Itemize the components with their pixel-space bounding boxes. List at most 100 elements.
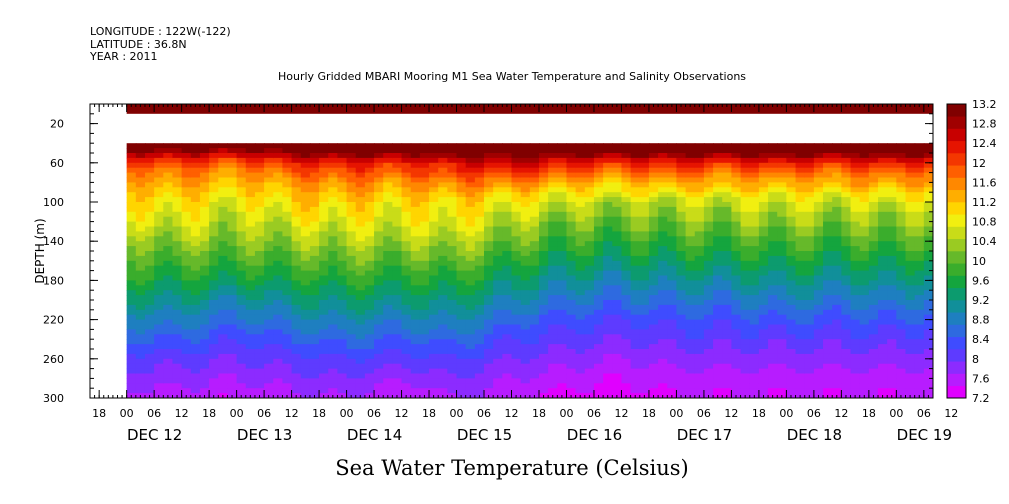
heatmap-cell [135, 324, 146, 330]
heatmap-cell [401, 177, 412, 183]
heatmap-cell [447, 324, 458, 330]
heatmap-cell [575, 221, 586, 228]
heatmap-cell [209, 280, 219, 286]
heatmap-cell [768, 211, 778, 218]
heatmap-cell [401, 162, 412, 169]
heatmap-cell [144, 197, 155, 203]
heatmap-cell [172, 153, 183, 159]
heatmap-cell [795, 304, 806, 311]
heatmap-cell [328, 388, 338, 394]
heatmap-cell [374, 246, 384, 252]
heatmap-cell [841, 202, 852, 208]
heatmap-cell [557, 236, 568, 242]
heatmap-cell [593, 339, 604, 345]
heatmap-cell [502, 314, 513, 321]
heatmap-cell [190, 378, 201, 384]
heatmap-cell [676, 295, 687, 301]
heatmap-cell [429, 177, 439, 183]
heatmap-cell [264, 241, 274, 247]
heatmap-cell [575, 241, 586, 247]
heatmap-cell [786, 373, 797, 379]
heatmap-cell [584, 157, 595, 164]
heatmap-cell [502, 241, 513, 247]
heatmap-cell [209, 192, 219, 198]
heatmap-cell [648, 192, 659, 198]
heatmap-cell [658, 344, 668, 350]
heatmap-cell [804, 211, 815, 218]
heatmap-cell [795, 319, 806, 326]
heatmap-cell [621, 368, 632, 375]
heatmap-cell [768, 177, 778, 183]
heatmap-cell [896, 295, 907, 301]
heatmap-cell [319, 373, 329, 379]
heatmap-cell [309, 192, 320, 198]
heatmap-cell [493, 368, 503, 375]
heatmap-cell [309, 344, 320, 350]
heatmap-cell [584, 295, 595, 301]
heatmap-cell [777, 383, 787, 389]
heatmap-cell [758, 339, 769, 345]
heatmap-cell [484, 157, 494, 164]
heatmap-cell [374, 349, 384, 355]
heatmap-cell [832, 202, 842, 208]
heatmap-cell [493, 172, 503, 179]
heatmap-cell [282, 285, 293, 291]
heatmap-cell [832, 373, 842, 379]
heatmap-cell [758, 290, 769, 296]
heatmap-cell [419, 309, 430, 316]
heatmap-cell [429, 358, 439, 365]
heatmap-cell [575, 275, 586, 281]
heatmap-cell [667, 172, 678, 179]
heatmap-cell [245, 246, 256, 252]
heatmap-cell [126, 339, 137, 345]
heatmap-cell [914, 388, 925, 394]
heatmap-cell [135, 363, 146, 370]
heatmap-cell [896, 143, 907, 149]
heatmap-cell [878, 153, 888, 159]
heatmap-cell [291, 324, 302, 330]
heatmap-cell [658, 231, 668, 237]
heatmap-cell [795, 251, 806, 257]
heatmap-cell [328, 339, 338, 345]
heatmap-cell [364, 211, 375, 218]
heatmap-cell [199, 162, 210, 169]
heatmap-cell [374, 192, 384, 198]
heatmap-cell [823, 162, 833, 169]
heatmap-cell [181, 226, 192, 232]
heatmap-cell [227, 339, 238, 345]
heatmap-cell [676, 280, 687, 286]
heatmap-cell [374, 339, 384, 345]
heatmap-cell [823, 309, 833, 316]
heatmap-cell [465, 177, 476, 183]
heatmap-cell [245, 216, 256, 223]
heatmap-cell [144, 260, 155, 267]
heatmap-cell [346, 226, 357, 232]
heatmap-cell [282, 153, 293, 159]
heatmap-cell [474, 309, 485, 316]
heatmap-cell [612, 300, 623, 306]
heatmap-cell [612, 329, 623, 335]
heatmap-cell [172, 265, 183, 272]
heatmap-cell [749, 383, 760, 389]
heatmap-cell [401, 206, 412, 213]
heatmap-cell [923, 226, 933, 232]
heatmap-cell [823, 260, 833, 267]
heatmap-cell [218, 206, 229, 213]
heatmap-cell [648, 314, 659, 321]
heatmap-cell [254, 349, 265, 355]
heatmap-cell [401, 182, 412, 188]
heatmap-cell [493, 388, 503, 394]
heatmap-cell [685, 226, 696, 232]
heatmap-cell [878, 388, 888, 394]
heatmap-cell [493, 353, 503, 360]
heatmap-cell [887, 162, 897, 169]
heatmap-cell [401, 344, 412, 350]
heatmap-cell [163, 153, 174, 159]
heatmap-cell [603, 295, 613, 301]
heatmap-cell [245, 368, 256, 375]
heatmap-cell [538, 388, 549, 394]
heatmap-cell [264, 172, 274, 179]
heatmap-cell [722, 236, 733, 242]
heatmap-cell [923, 187, 933, 193]
heatmap-cell [484, 162, 494, 169]
